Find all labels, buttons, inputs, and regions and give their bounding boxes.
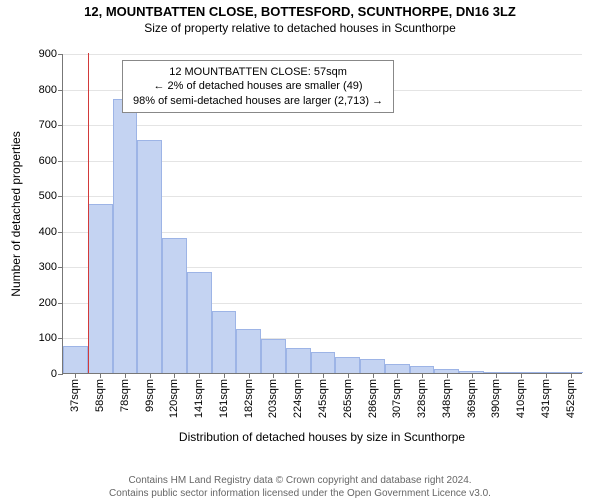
x-tick-mark (224, 373, 225, 378)
annotation-line2: ← 2% of detached houses are smaller (49) (133, 79, 383, 93)
x-tick-label: 431sqm (540, 379, 552, 418)
x-tick-label: 286sqm (367, 379, 379, 418)
x-tick-label: 452sqm (565, 379, 577, 418)
histogram-bar (88, 204, 113, 373)
histogram-bar (63, 346, 88, 373)
footer-line1: Contains HM Land Registry data © Crown c… (0, 475, 600, 488)
x-tick-label: 224sqm (292, 379, 304, 418)
annotation-line1: 12 MOUNTBATTEN CLOSE: 57sqm (133, 65, 383, 79)
x-tick-mark (546, 373, 547, 378)
y-tick-label: 500 (39, 190, 63, 202)
histogram-bar (286, 348, 311, 373)
x-tick-mark (422, 373, 423, 378)
y-tick-label: 100 (39, 332, 63, 344)
gridline (63, 125, 582, 126)
x-tick-label: 369sqm (466, 379, 478, 418)
x-tick-label: 161sqm (218, 379, 230, 418)
x-tick-label: 348sqm (441, 379, 453, 418)
x-tick-mark (571, 373, 572, 378)
x-tick-mark (273, 373, 274, 378)
x-tick-label: 37sqm (69, 379, 81, 412)
chart-subtitle: Size of property relative to detached ho… (0, 21, 600, 35)
y-tick-label: 300 (39, 261, 63, 273)
y-tick-label: 900 (39, 48, 63, 60)
annotation-line3: 98% of semi-detached houses are larger (… (133, 94, 383, 108)
x-tick-mark (75, 373, 76, 378)
x-tick-label: 390sqm (490, 379, 502, 418)
x-tick-label: 203sqm (267, 379, 279, 418)
histogram-bar (311, 352, 336, 373)
annotation-box: 12 MOUNTBATTEN CLOSE: 57sqm ← 2% of deta… (122, 60, 394, 113)
x-tick-mark (298, 373, 299, 378)
x-tick-mark (373, 373, 374, 378)
footer: Contains HM Land Registry data © Crown c… (0, 475, 600, 500)
x-tick-label: 245sqm (317, 379, 329, 418)
x-tick-mark (521, 373, 522, 378)
x-tick-mark (496, 373, 497, 378)
x-tick-mark (150, 373, 151, 378)
histogram-bar (261, 339, 286, 373)
y-axis-label: Number of detached properties (9, 131, 23, 296)
x-tick-label: 120sqm (168, 379, 180, 418)
x-tick-label: 99sqm (144, 379, 156, 412)
y-tick-label: 200 (39, 297, 63, 309)
histogram-bar (385, 364, 410, 373)
x-tick-label: 265sqm (342, 379, 354, 418)
y-tick-label: 600 (39, 155, 63, 167)
x-tick-mark (323, 373, 324, 378)
histogram-bar (335, 357, 360, 373)
x-tick-label: 328sqm (416, 379, 428, 418)
histogram-bar (113, 99, 138, 373)
chart-title: 12, MOUNTBATTEN CLOSE, BOTTESFORD, SCUNT… (0, 4, 600, 21)
x-tick-mark (447, 373, 448, 378)
histogram-bar (360, 359, 385, 373)
x-tick-label: 307sqm (391, 379, 403, 418)
y-tick-label: 700 (39, 119, 63, 131)
y-tick-label: 400 (39, 226, 63, 238)
x-tick-label: 182sqm (243, 379, 255, 418)
y-tick-label: 0 (51, 368, 63, 380)
x-tick-mark (348, 373, 349, 378)
x-tick-label: 410sqm (515, 379, 527, 418)
chart-area: 010020030040050060070080090037sqm58sqm78… (0, 54, 600, 454)
histogram-bar (137, 140, 162, 373)
x-tick-mark (174, 373, 175, 378)
histogram-bar (162, 238, 187, 373)
x-tick-label: 141sqm (193, 379, 205, 418)
x-tick-mark (472, 373, 473, 378)
histogram-bar (212, 311, 237, 373)
figure: { "title": "12, MOUNTBATTEN CLOSE, BOTTE… (0, 4, 600, 500)
histogram-bar (187, 272, 212, 373)
x-tick-label: 78sqm (119, 379, 131, 412)
histogram-bar (236, 329, 261, 373)
histogram-bar (410, 366, 435, 373)
y-tick-label: 800 (39, 84, 63, 96)
reference-line (88, 53, 89, 373)
x-tick-mark (199, 373, 200, 378)
gridline (63, 54, 582, 55)
x-tick-mark (125, 373, 126, 378)
x-tick-mark (100, 373, 101, 378)
x-tick-label: 58sqm (94, 379, 106, 412)
x-axis-label: Distribution of detached houses by size … (179, 430, 465, 444)
x-tick-mark (397, 373, 398, 378)
footer-line2: Contains public sector information licen… (0, 488, 600, 500)
x-tick-mark (249, 373, 250, 378)
